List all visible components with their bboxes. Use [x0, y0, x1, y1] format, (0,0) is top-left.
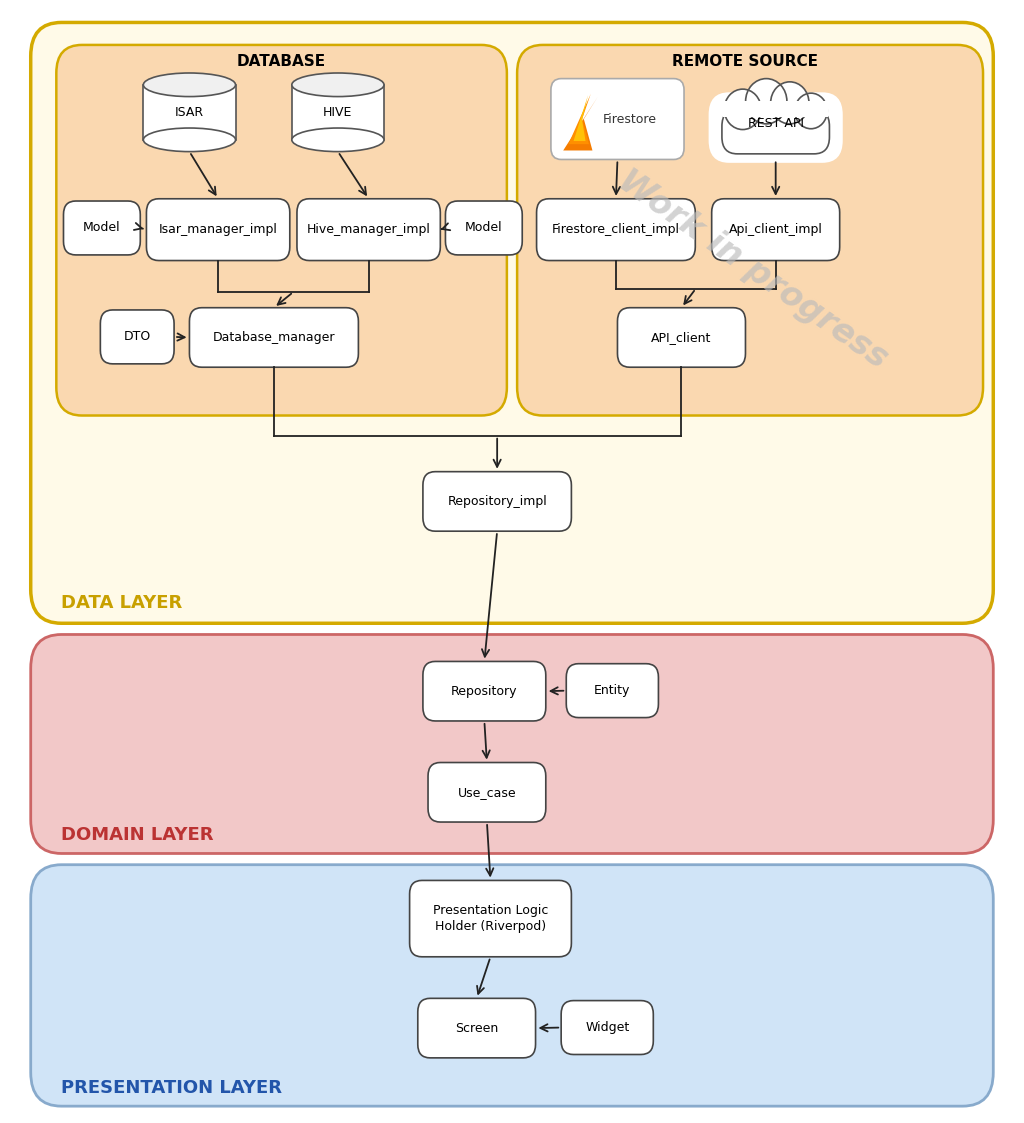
- FancyBboxPatch shape: [561, 1001, 653, 1054]
- FancyBboxPatch shape: [63, 201, 140, 255]
- Circle shape: [771, 82, 809, 124]
- Text: ISAR: ISAR: [175, 106, 204, 119]
- FancyBboxPatch shape: [418, 998, 536, 1058]
- Polygon shape: [563, 97, 598, 150]
- FancyBboxPatch shape: [423, 661, 546, 721]
- FancyBboxPatch shape: [31, 22, 993, 623]
- FancyBboxPatch shape: [297, 199, 440, 261]
- Text: Api_client_impl: Api_client_impl: [729, 223, 822, 236]
- FancyBboxPatch shape: [517, 45, 983, 416]
- Polygon shape: [573, 95, 588, 141]
- Text: Database_manager: Database_manager: [213, 331, 335, 344]
- Text: REMOTE SOURCE: REMOTE SOURCE: [673, 54, 818, 69]
- FancyBboxPatch shape: [100, 310, 174, 364]
- FancyBboxPatch shape: [31, 865, 993, 1106]
- Text: API_client: API_client: [651, 331, 712, 344]
- Text: Presentation Logic
Holder (Riverpod): Presentation Logic Holder (Riverpod): [433, 904, 548, 933]
- FancyBboxPatch shape: [723, 101, 828, 118]
- FancyBboxPatch shape: [712, 199, 840, 261]
- FancyBboxPatch shape: [537, 199, 695, 261]
- Text: Work in progress: Work in progress: [611, 164, 894, 375]
- Ellipse shape: [143, 73, 236, 97]
- FancyBboxPatch shape: [143, 85, 236, 139]
- Text: Use_case: Use_case: [458, 786, 516, 798]
- Text: REST API: REST API: [748, 117, 804, 129]
- FancyBboxPatch shape: [566, 664, 658, 718]
- FancyBboxPatch shape: [146, 199, 290, 261]
- FancyBboxPatch shape: [189, 308, 358, 367]
- FancyBboxPatch shape: [617, 308, 745, 367]
- Text: DOMAIN LAYER: DOMAIN LAYER: [61, 827, 214, 844]
- Text: Firestore: Firestore: [602, 112, 656, 126]
- Circle shape: [724, 89, 761, 129]
- Text: Screen: Screen: [455, 1022, 499, 1034]
- Circle shape: [795, 93, 827, 129]
- Ellipse shape: [143, 128, 236, 152]
- Ellipse shape: [292, 73, 384, 97]
- FancyBboxPatch shape: [410, 880, 571, 957]
- Polygon shape: [568, 94, 591, 144]
- FancyBboxPatch shape: [551, 79, 684, 159]
- Ellipse shape: [292, 128, 384, 152]
- FancyBboxPatch shape: [423, 472, 571, 531]
- Text: DTO: DTO: [124, 330, 151, 344]
- Text: DATABASE: DATABASE: [237, 54, 327, 69]
- Text: Repository_impl: Repository_impl: [447, 495, 547, 508]
- FancyBboxPatch shape: [709, 92, 843, 163]
- Text: Entity: Entity: [594, 684, 631, 697]
- FancyBboxPatch shape: [428, 763, 546, 822]
- Text: Isar_manager_impl: Isar_manager_impl: [159, 223, 278, 236]
- FancyBboxPatch shape: [722, 109, 829, 154]
- Text: Model: Model: [83, 221, 121, 235]
- Text: DATA LAYER: DATA LAYER: [61, 594, 182, 612]
- FancyBboxPatch shape: [445, 201, 522, 255]
- Text: Hive_manager_impl: Hive_manager_impl: [307, 223, 430, 236]
- Text: Firestore_client_impl: Firestore_client_impl: [552, 223, 680, 236]
- Text: HIVE: HIVE: [324, 106, 352, 119]
- Text: PRESENTATION LAYER: PRESENTATION LAYER: [61, 1079, 283, 1097]
- FancyBboxPatch shape: [56, 45, 507, 416]
- FancyBboxPatch shape: [31, 634, 993, 853]
- Text: Model: Model: [465, 221, 503, 235]
- Text: Widget: Widget: [585, 1021, 630, 1034]
- FancyBboxPatch shape: [292, 85, 384, 139]
- Circle shape: [745, 79, 786, 124]
- Text: Repository: Repository: [452, 685, 517, 697]
